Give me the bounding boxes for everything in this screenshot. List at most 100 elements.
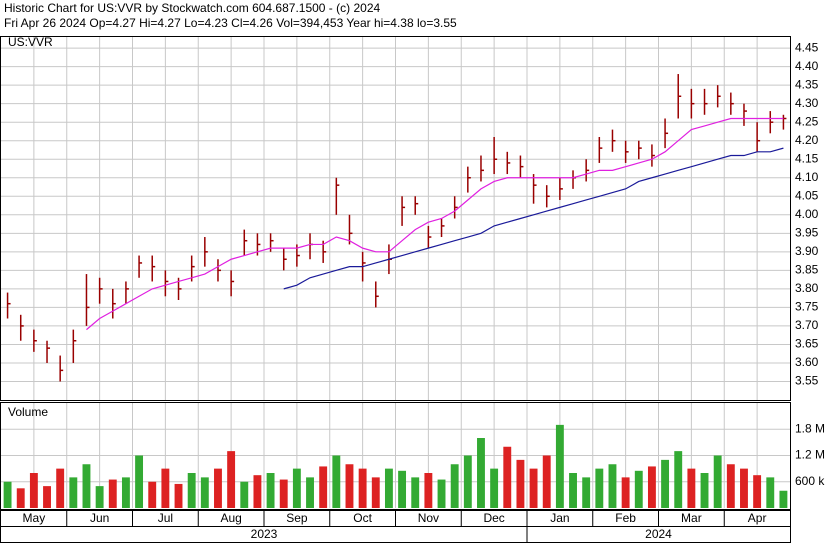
volume-bar <box>503 446 512 508</box>
volume-bar <box>674 451 683 508</box>
volume-bar <box>95 486 104 508</box>
v-tick-label: 600 k <box>795 474 825 488</box>
x-tick-label: Apr <box>748 511 767 525</box>
volume-bar <box>266 473 275 508</box>
volume-bar <box>332 455 341 508</box>
year-axis <box>0 526 791 543</box>
volume-bar <box>214 468 222 508</box>
volume-bar <box>700 473 709 508</box>
volume-bar <box>398 470 407 508</box>
volume-bar <box>279 479 288 508</box>
y-tick-label: 4.30 <box>795 96 819 110</box>
y-tick-label: 3.85 <box>795 263 819 277</box>
year-label: 2023 <box>251 527 278 541</box>
y-tick-label: 4.40 <box>795 59 819 73</box>
volume-bar <box>740 468 748 508</box>
volume-bar <box>542 455 551 508</box>
volume-bar <box>411 477 420 508</box>
volume-bar <box>227 451 236 508</box>
x-tick-label: Dec <box>483 511 504 525</box>
volume-bar <box>687 468 696 508</box>
y-tick-label: 3.95 <box>795 225 819 239</box>
volume-bar <box>608 464 617 508</box>
volume-bar <box>569 473 577 508</box>
symbol-label: US:VVR <box>8 35 53 49</box>
volume-bar <box>753 475 762 508</box>
volume-bar <box>595 468 604 508</box>
volume-bar <box>384 468 393 508</box>
y-tick-label: 3.75 <box>795 300 819 314</box>
x-tick-label: Jan <box>550 511 569 525</box>
volume-bar <box>634 470 643 508</box>
y-tick-label: 4.25 <box>795 114 819 128</box>
chart-subtitle: Fri Apr 26 2024 Op=4.27 Hi=4.27 Lo=4.23 … <box>4 16 457 30</box>
volume-bar <box>437 479 446 508</box>
y-tick-label: 4.45 <box>795 40 819 54</box>
y-tick-label: 3.70 <box>795 318 819 332</box>
volume-bar <box>29 473 38 508</box>
x-tick-label: May <box>23 511 46 525</box>
volume-bar <box>450 464 459 508</box>
chart-title: Historic Chart for US:VVR by Stockwatch.… <box>4 1 380 15</box>
volume-bar <box>319 466 328 508</box>
volume-bar <box>490 468 499 508</box>
volume-bar <box>253 475 262 508</box>
moving-average <box>283 147 784 290</box>
x-tick-label: Feb <box>615 511 636 525</box>
x-tick-label: Jul <box>158 511 173 525</box>
volume-bar <box>647 466 656 508</box>
y-tick-label: 3.80 <box>795 281 819 295</box>
volume-bar <box>424 473 433 508</box>
x-tick-label: Aug <box>220 511 241 525</box>
volume-bar <box>161 468 170 508</box>
y-tick-label: 3.90 <box>795 244 819 258</box>
volume-bar <box>779 490 788 508</box>
volume-bar <box>174 483 183 508</box>
y-tick-label: 4.35 <box>795 77 819 91</box>
moving-average <box>86 117 784 331</box>
volume-bar <box>240 481 249 508</box>
volume-label: Volume <box>8 405 48 419</box>
volume-bar <box>187 473 196 508</box>
volume-bar <box>371 477 380 508</box>
volume-bar <box>43 486 51 508</box>
volume-bar <box>582 477 591 508</box>
volume-bar <box>56 468 65 508</box>
x-tick-label: Oct <box>353 511 372 525</box>
year-label: 2024 <box>645 527 672 541</box>
x-tick-label: Mar <box>681 511 702 525</box>
volume-bar <box>135 455 144 508</box>
x-tick-label: Jun <box>90 511 109 525</box>
volume-bar <box>345 464 354 508</box>
volume-bar <box>477 438 485 508</box>
volume-bar <box>726 464 735 508</box>
v-tick-label: 1.2 M <box>795 448 825 462</box>
y-tick-label: 4.20 <box>795 133 819 147</box>
volume-bar <box>108 479 117 508</box>
volume-bar <box>16 488 25 508</box>
y-tick-label: 4.05 <box>795 188 819 202</box>
volume-bar <box>555 424 564 508</box>
volume-bar <box>358 468 367 508</box>
x-tick-label: Sep <box>286 511 308 525</box>
volume-bar <box>82 464 91 508</box>
y-tick-label: 4.00 <box>795 207 819 221</box>
volume-bar <box>621 477 630 508</box>
volume-bar <box>121 477 130 508</box>
volume-bar <box>200 477 209 508</box>
y-tick-label: 3.60 <box>795 355 819 369</box>
volume-bar <box>69 477 78 508</box>
volume-bar <box>713 455 722 508</box>
y-tick-label: 4.10 <box>795 170 819 184</box>
volume-bar <box>148 481 157 508</box>
volume-bar <box>463 455 472 508</box>
volume-bar <box>516 459 525 508</box>
volume-bar <box>3 481 12 508</box>
volume-bar <box>306 477 314 508</box>
volume-bar <box>529 468 538 508</box>
volume-bar <box>292 468 301 508</box>
y-tick-label: 3.65 <box>795 337 819 351</box>
v-tick-label: 1.8 M <box>795 421 825 435</box>
x-tick-label: Nov <box>418 511 439 525</box>
